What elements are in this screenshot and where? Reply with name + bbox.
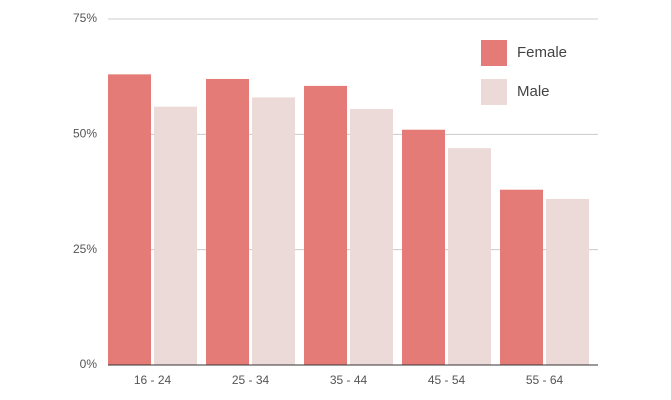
bar [350,108,393,366]
bar [402,129,445,365]
x-tick-label: 55 - 64 [526,373,564,387]
bar [252,97,295,365]
bar [206,78,249,366]
x-tick-label: 25 - 34 [232,373,270,387]
y-tick-label: 25% [73,242,97,256]
bar [546,198,589,365]
legend-swatch [481,79,507,105]
legend-label: Female [517,44,567,61]
x-tick-label: 45 - 54 [428,373,466,387]
bar [154,106,197,366]
y-tick-label: 0% [80,357,98,371]
legend-swatch [481,40,507,66]
bar [448,148,491,365]
y-tick-label: 75% [73,11,97,25]
x-tick-label: 35 - 44 [330,373,368,387]
bar [500,189,543,365]
bar [108,74,151,366]
legend-label: Male [517,83,550,100]
y-tick-label: 50% [73,127,97,141]
x-tick-label: 16 - 24 [134,373,172,387]
bar [304,85,347,365]
legend: Female Male [481,40,567,105]
